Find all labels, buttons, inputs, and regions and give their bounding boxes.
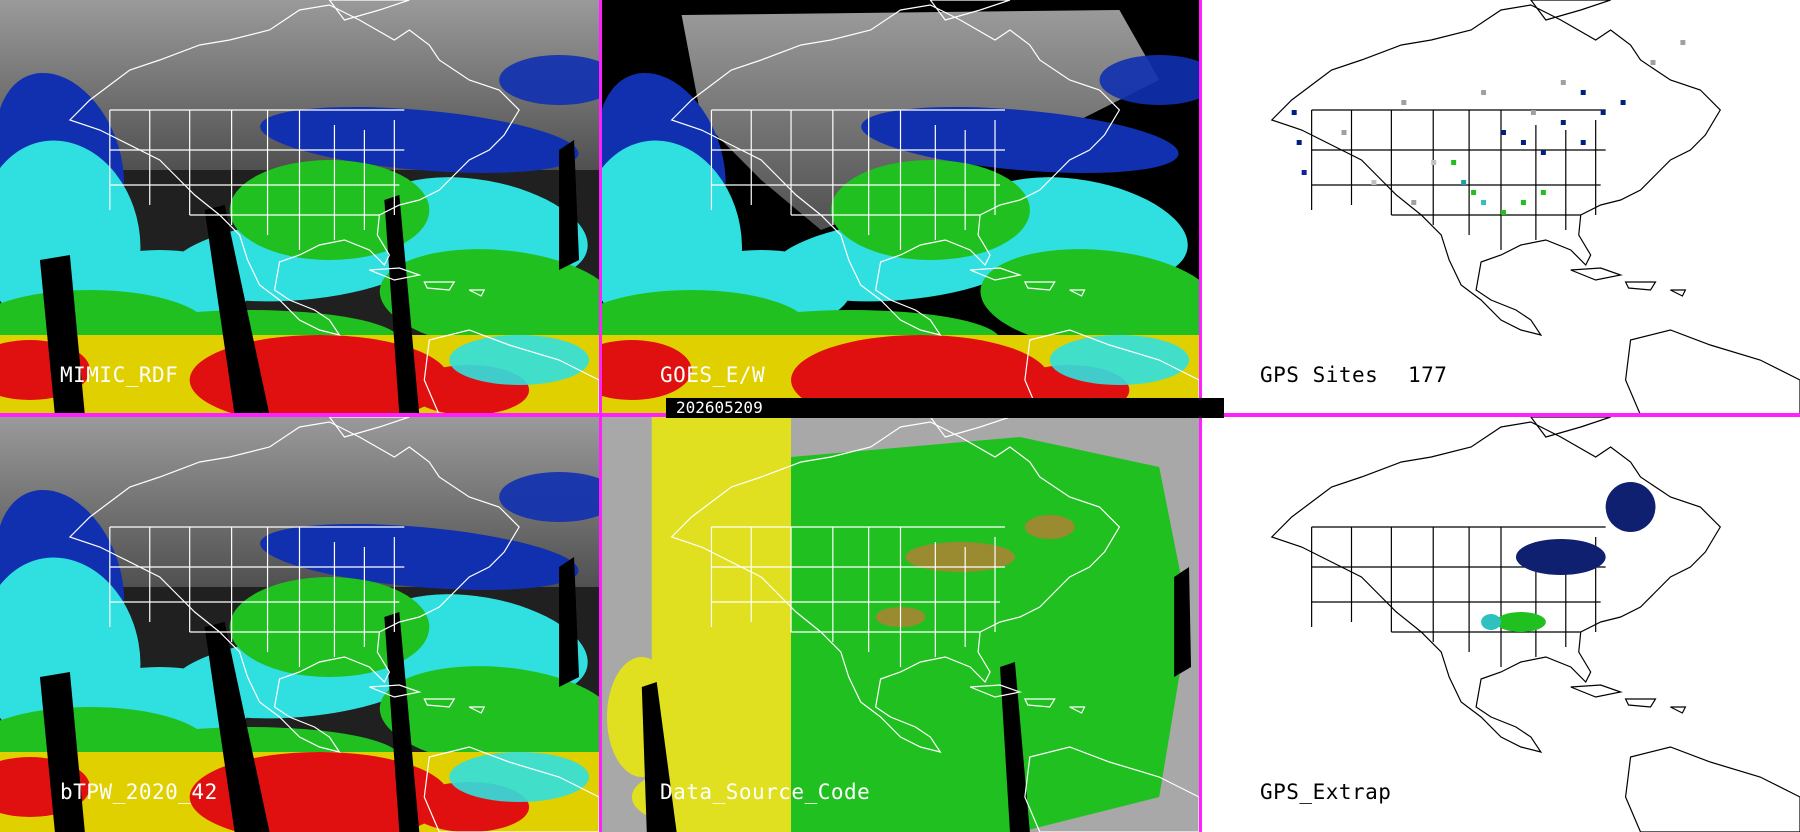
panel-label-data-source-code: Data_Source_Code xyxy=(660,780,871,804)
panel-label-gps-sites: GPS Sites xyxy=(1260,363,1379,387)
divider-v1-top xyxy=(599,0,602,415)
panel-gps-sites xyxy=(1202,0,1800,413)
panel-btpw xyxy=(0,417,599,832)
timestamp-bar: 202605209 xyxy=(666,398,1224,418)
panel-label-btpw: bTPW_2020_42 xyxy=(60,780,218,804)
panel-mimic-rdf xyxy=(0,0,599,413)
panel-data-source-code xyxy=(602,417,1199,832)
panel-goes-ew xyxy=(602,0,1199,413)
divider-v1-bottom xyxy=(599,417,602,832)
panel-gps-extrap xyxy=(1202,417,1800,832)
panel-label-gps-extrap: GPS_Extrap xyxy=(1260,780,1392,804)
gps-site-count: 177 xyxy=(1408,363,1448,387)
divider-v2-top xyxy=(1199,0,1202,415)
panel-label-goes-ew: GOES_E/W xyxy=(660,363,766,387)
panel-label-mimic-rdf: MIMIC_RDF xyxy=(60,363,179,387)
divider-v2-bottom xyxy=(1199,417,1202,832)
